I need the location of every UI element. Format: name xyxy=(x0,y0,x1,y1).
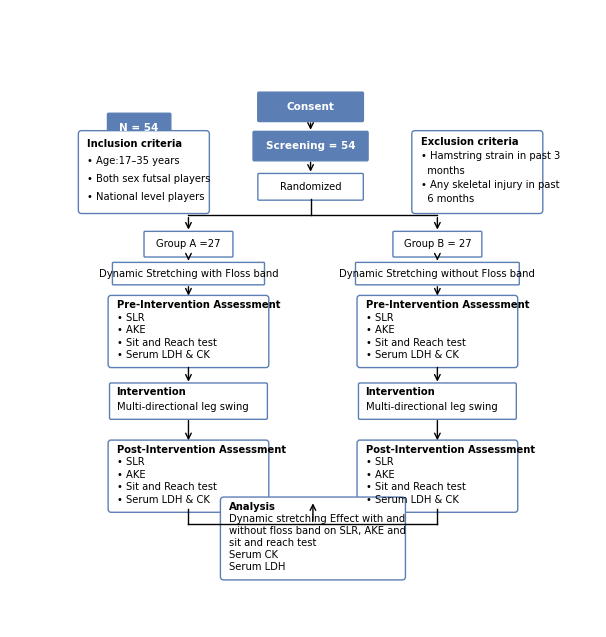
Text: Group B = 27: Group B = 27 xyxy=(404,239,471,249)
Text: • SLR: • SLR xyxy=(365,457,393,468)
Text: Intervention: Intervention xyxy=(116,387,187,397)
Text: • Both sex futsal players: • Both sex futsal players xyxy=(87,174,211,184)
Text: Pre-Intervention Assessment: Pre-Intervention Assessment xyxy=(365,300,529,310)
Text: • AKE: • AKE xyxy=(116,470,145,480)
FancyBboxPatch shape xyxy=(393,231,482,257)
Text: Serum CK: Serum CK xyxy=(229,550,278,561)
FancyBboxPatch shape xyxy=(253,131,368,161)
Text: Intervention: Intervention xyxy=(365,387,435,397)
Text: • Sit and Reach test: • Sit and Reach test xyxy=(116,338,216,348)
FancyBboxPatch shape xyxy=(357,440,518,512)
Text: sit and reach test: sit and reach test xyxy=(229,538,317,548)
FancyBboxPatch shape xyxy=(78,131,209,213)
FancyBboxPatch shape xyxy=(107,113,171,143)
Text: Dynamic stretching Effect with and: Dynamic stretching Effect with and xyxy=(229,514,405,524)
Text: Serum LDH: Serum LDH xyxy=(229,562,285,573)
FancyBboxPatch shape xyxy=(110,383,267,419)
Text: Post-Intervention Assessment: Post-Intervention Assessment xyxy=(365,445,534,455)
Text: • Any skeletal injury in past: • Any skeletal injury in past xyxy=(421,180,559,190)
Text: • AKE: • AKE xyxy=(365,470,394,480)
Text: Multi-directional leg swing: Multi-directional leg swing xyxy=(365,402,498,412)
Text: • SLR: • SLR xyxy=(116,313,144,323)
FancyBboxPatch shape xyxy=(357,296,518,368)
Text: Exclusion criteria: Exclusion criteria xyxy=(421,137,518,147)
Text: months: months xyxy=(421,166,464,176)
FancyBboxPatch shape xyxy=(356,262,519,285)
Text: without floss band on SLR, AKE and: without floss band on SLR, AKE and xyxy=(229,526,407,536)
Text: Group A =27: Group A =27 xyxy=(156,239,221,249)
FancyBboxPatch shape xyxy=(359,383,516,419)
Text: • AKE: • AKE xyxy=(365,326,394,335)
Text: Multi-directional leg swing: Multi-directional leg swing xyxy=(116,402,248,412)
Text: Analysis: Analysis xyxy=(229,502,276,512)
Text: • Sit and Reach test: • Sit and Reach test xyxy=(365,482,465,492)
Text: • Serum LDH & CK: • Serum LDH & CK xyxy=(365,350,458,361)
Text: Dynamic Stretching with Floss band: Dynamic Stretching with Floss band xyxy=(99,269,278,278)
FancyBboxPatch shape xyxy=(258,92,364,122)
Text: • National level players: • National level players xyxy=(87,192,205,202)
Text: • Sit and Reach test: • Sit and Reach test xyxy=(365,338,465,348)
FancyBboxPatch shape xyxy=(221,497,405,580)
Text: Randomized: Randomized xyxy=(280,182,341,192)
Text: 6 months: 6 months xyxy=(421,194,474,204)
Text: • Hamstring strain in past 3: • Hamstring strain in past 3 xyxy=(421,152,560,161)
Text: Screening = 54: Screening = 54 xyxy=(266,141,355,151)
Text: • Serum LDH & CK: • Serum LDH & CK xyxy=(365,495,458,505)
Text: • Serum LDH & CK: • Serum LDH & CK xyxy=(116,495,210,505)
Text: • Serum LDH & CK: • Serum LDH & CK xyxy=(116,350,210,361)
FancyBboxPatch shape xyxy=(113,262,264,285)
Text: Consent: Consent xyxy=(287,102,335,112)
FancyBboxPatch shape xyxy=(144,231,233,257)
Text: Post-Intervention Assessment: Post-Intervention Assessment xyxy=(116,445,286,455)
Text: • Sit and Reach test: • Sit and Reach test xyxy=(116,482,216,492)
FancyBboxPatch shape xyxy=(108,296,269,368)
Text: • SLR: • SLR xyxy=(116,457,144,468)
Text: N = 54: N = 54 xyxy=(119,123,159,133)
Text: • SLR: • SLR xyxy=(365,313,393,323)
FancyBboxPatch shape xyxy=(258,173,363,200)
Text: Dynamic Stretching without Floss band: Dynamic Stretching without Floss band xyxy=(339,269,535,278)
FancyBboxPatch shape xyxy=(412,131,543,213)
Text: • Age:17–35 years: • Age:17–35 years xyxy=(87,157,180,166)
Text: Pre-Intervention Assessment: Pre-Intervention Assessment xyxy=(116,300,280,310)
Text: • AKE: • AKE xyxy=(116,326,145,335)
Text: Inclusion criteria: Inclusion criteria xyxy=(87,139,182,149)
FancyBboxPatch shape xyxy=(108,440,269,512)
